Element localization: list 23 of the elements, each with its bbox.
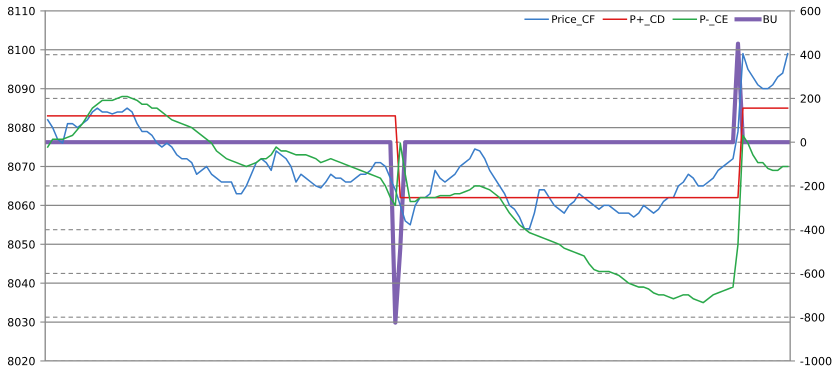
y2-tick-label: -800: [800, 313, 824, 322]
y2-tick-label: 200: [800, 94, 820, 103]
y-tick-label: 8040: [8, 279, 35, 288]
y2-tick-label: -400: [800, 226, 824, 234]
legend-label: P-_CE: [700, 15, 728, 26]
y-tick-label: 8050: [8, 240, 35, 249]
y-tick-label: 8110: [8, 6, 35, 16]
y-tick-label: 8020: [8, 356, 35, 366]
legend-label: BU: [764, 15, 776, 24]
legend-label: Price_CF: [552, 15, 595, 26]
y2-tick-label: -200: [800, 182, 824, 190]
y2-tick-label: -600: [800, 269, 824, 278]
y-tick-label: 8030: [8, 318, 35, 326]
y-tick-label: 8060: [8, 201, 35, 210]
y2-tick-label: -1000: [800, 356, 832, 366]
y2-tick-label: 0: [800, 138, 806, 147]
y-tick-label: 8080: [8, 124, 35, 132]
y2-tick-label: 600: [800, 6, 820, 16]
y-tick-label: 8100: [8, 46, 35, 54]
y-tick-label: 8090: [8, 84, 35, 94]
y2-tick-label: 400: [800, 50, 820, 60]
y-tick-label: 8070: [8, 162, 35, 171]
legend-label: P+_CD: [630, 15, 664, 26]
